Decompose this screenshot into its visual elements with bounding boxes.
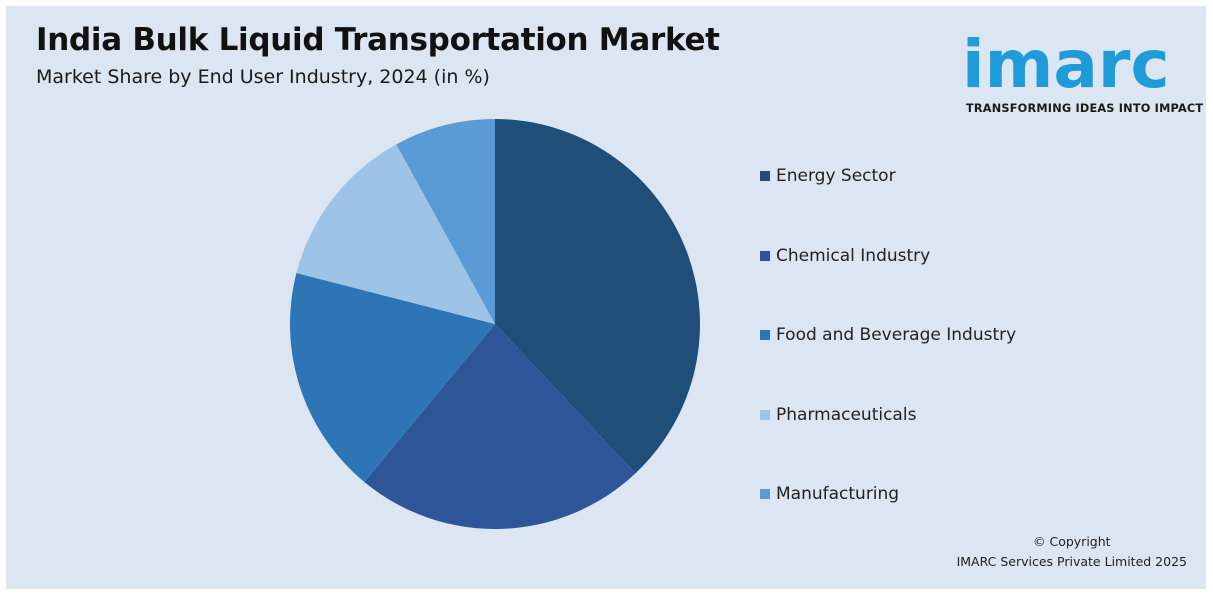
legend-swatch bbox=[760, 330, 770, 340]
logo-wordmark: imarc bbox=[962, 26, 1170, 103]
legend-label: Pharmaceuticals bbox=[776, 405, 917, 425]
pie-slice-energy-sector bbox=[495, 119, 700, 474]
chart-subtitle: Market Share by End User Industry, 2024 … bbox=[36, 66, 490, 88]
legend-swatch bbox=[760, 410, 770, 420]
legend-label: Energy Sector bbox=[776, 166, 896, 186]
legend-swatch bbox=[760, 171, 770, 181]
legend-swatch bbox=[760, 489, 770, 499]
legend-item-manufacturing: Manufacturing bbox=[760, 483, 899, 505]
logo-tagline: TRANSFORMING IDEAS INTO IMPACT bbox=[966, 102, 1204, 115]
legend-label: Chemical Industry bbox=[776, 246, 931, 266]
copyright-notice: © Copyright IMARC Services Private Limit… bbox=[957, 532, 1187, 572]
pie-slice-manufacturing bbox=[396, 119, 495, 324]
pie-slice-food-and-beverage-industry bbox=[289, 273, 495, 482]
legend-item-food-and-beverage-industry: Food and Beverage Industry bbox=[760, 324, 1016, 346]
pie-chart bbox=[289, 119, 700, 530]
pie-slice-pharmaceuticals bbox=[296, 144, 495, 324]
chart-title: India Bulk Liquid Transportation Market bbox=[36, 22, 720, 58]
imarc-logo: imarc TRANSFORMING IDEAS INTO IMPACT bbox=[962, 18, 1203, 122]
legend-swatch bbox=[760, 251, 770, 261]
legend-label: Food and Beverage Industry bbox=[776, 325, 1017, 345]
legend-label: Manufacturing bbox=[776, 484, 900, 504]
copyright-line: © Copyright bbox=[1033, 534, 1111, 549]
copyright-owner: IMARC Services Private Limited 2025 bbox=[956, 554, 1187, 569]
legend-item-chemical-industry: Chemical Industry bbox=[760, 245, 930, 267]
legend-item-energy-sector: Energy Sector bbox=[760, 165, 896, 187]
legend-item-pharmaceuticals: Pharmaceuticals bbox=[760, 404, 916, 426]
pie-slice-chemical-industry bbox=[364, 324, 636, 530]
